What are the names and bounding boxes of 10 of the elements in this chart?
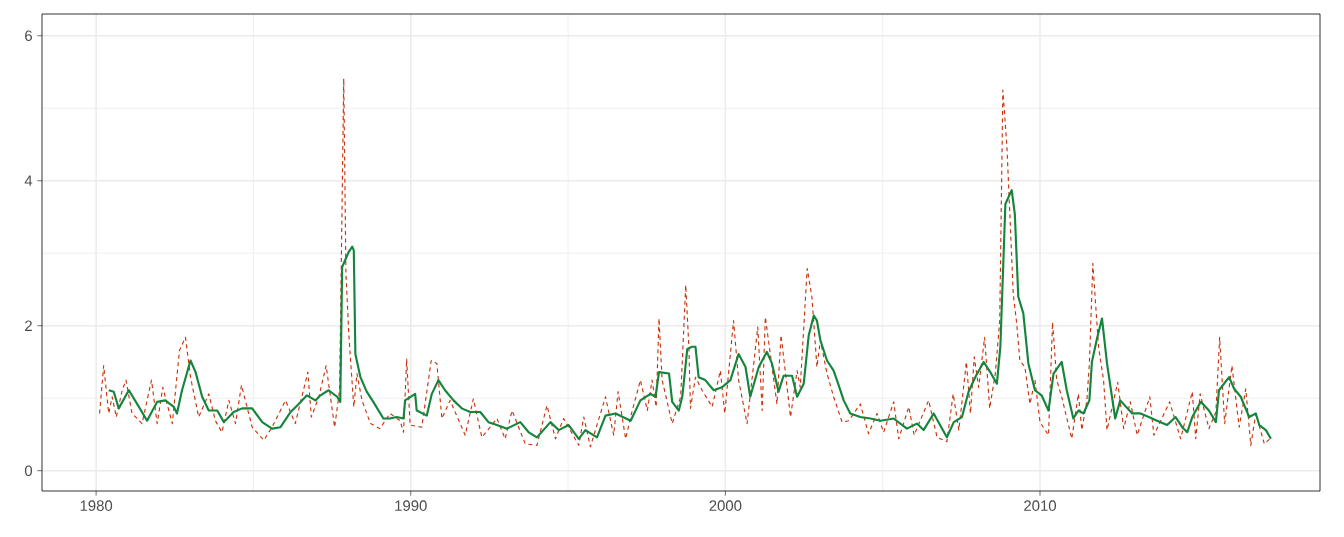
line-series [99,77,1273,448]
y-tick-label: 6 [25,30,32,42]
x-tick-label: 2000 [709,500,742,511]
y-tick-label: 0 [24,465,33,476]
y-tick-label: 2 [25,320,32,331]
y-tick-label: 4 [24,175,33,186]
line-series [107,189,1272,440]
x-tick-label: 1980 [80,500,113,511]
x-tick-label: 2010 [1024,500,1057,511]
x-tick-label: 1990 [395,500,427,511]
